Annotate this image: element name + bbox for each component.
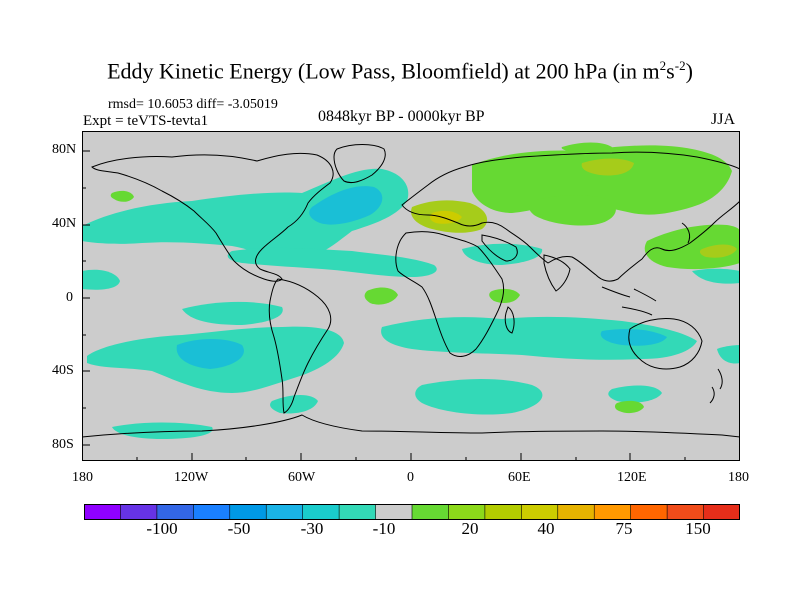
lat-label-40s: 40S (52, 363, 74, 378)
colorbar-cell (339, 504, 376, 520)
coast-india (543, 254, 571, 292)
neg-region-east-edge (717, 345, 740, 364)
pos-region-north-pacific-core (699, 244, 737, 258)
coast-new-zealand (709, 368, 723, 404)
colorbar-cell (484, 504, 522, 520)
lon-label-0: 0 (407, 470, 414, 485)
pos-region-africa (364, 287, 398, 305)
colorbar-label-minus100: -100 (146, 519, 178, 538)
coast-antarctica (82, 414, 740, 438)
colorbar-cell (703, 504, 740, 520)
lon-label-120e: 120E (617, 470, 647, 485)
colorbar-cell (594, 504, 631, 520)
coast-japan (681, 222, 691, 244)
pos-region-pacific-north-edge (110, 190, 134, 202)
colorbar-label-minus30: -30 (300, 519, 324, 538)
colorbar-cell (375, 504, 413, 520)
neg-region-arabia (462, 243, 543, 265)
experiment-label: Expt = teVTS-tevta1 (83, 113, 209, 129)
coast-se-asia (601, 286, 657, 316)
colorbar-cell (302, 504, 340, 520)
pos-region-greenland (561, 142, 612, 154)
colorbar-cell (193, 504, 231, 520)
neg-region-subtropical-west (82, 269, 120, 290)
lon-label-120w: 120W (174, 470, 209, 485)
neg-region-antarctic-edge (112, 422, 213, 439)
coast-north-america (91, 152, 334, 282)
period-label: 0848kyr BP - 0000kyr BP (318, 108, 485, 125)
colorbar-label-20: 20 (461, 519, 479, 538)
coast-australia (628, 318, 703, 370)
colorbar-cell (521, 504, 559, 520)
pos-region-eurasia-north (472, 145, 732, 215)
colorbar-cell (266, 504, 303, 520)
colorbar-cell (448, 504, 486, 520)
map-plot (82, 131, 740, 461)
coast-arabia (481, 234, 518, 262)
colorbar-cell (84, 504, 121, 520)
lat-label-40n: 40N (52, 216, 77, 231)
coast-africa (395, 231, 505, 357)
tick-marks (82, 150, 686, 461)
colorbar-cell (229, 504, 267, 520)
colorbar-label-75: 75 (615, 519, 633, 538)
neg-region-north-atlantic-core (309, 186, 383, 225)
neg-region-subtropical-mid (227, 247, 437, 277)
colorbar-label-150: 150 (685, 519, 711, 538)
colorbar-cell (412, 504, 449, 520)
positive-anomaly-regions (110, 142, 740, 414)
coast-madagascar (504, 306, 515, 334)
neg-region-south-indian (381, 316, 697, 360)
colorbar-cell (120, 504, 158, 520)
neg-region-north-atlantic (82, 168, 409, 260)
coast-south-america (268, 278, 332, 414)
lat-label-0: 0 (66, 290, 73, 305)
colorbar (84, 504, 740, 520)
pos-region-mediterranean-core (429, 210, 462, 224)
colorbar-cell (667, 504, 704, 520)
neg-region-tasman (608, 385, 662, 403)
colorbar-label-minus10: -10 (372, 519, 396, 538)
colorbar-label-40: 40 (537, 519, 555, 538)
pos-region-east-africa (489, 288, 520, 303)
coastlines (82, 144, 740, 438)
neg-region-southern-ocean (415, 379, 543, 415)
lat-label-80n: 80N (52, 142, 77, 157)
pos-region-central-asia (528, 195, 616, 226)
neg-region-south-pacific-south (182, 301, 283, 325)
season-label: JJA (711, 111, 736, 128)
neg-region-south-pacific-core (176, 339, 244, 369)
negative-anomaly-regions (82, 168, 740, 439)
pos-region-eurasia-core (581, 158, 634, 176)
colorbar-cell (630, 504, 668, 520)
coast-greenland (333, 144, 386, 184)
lon-label-60w: 60W (288, 470, 316, 485)
lon-label-180w: 180 (72, 470, 93, 485)
neg-region-pacific-east-edge (692, 268, 740, 284)
pos-region-south-ocean-patch (614, 400, 644, 414)
lat-label-80s: 80S (52, 437, 74, 452)
colorbar-label-minus50: -50 (227, 519, 251, 538)
colorbar-cell (156, 504, 194, 520)
coast-eurasia (401, 151, 740, 282)
lon-label-180e: 180 (728, 470, 749, 485)
colorbar-cell (557, 504, 595, 520)
colorbar-border (84, 504, 740, 520)
neg-region-south-indian-core (600, 329, 667, 346)
pos-region-north-pacific (644, 224, 740, 270)
rmsd-stats: rmsd= 10.6053 diff= -3.05019 (108, 97, 278, 112)
neg-region-southern-south-america (270, 395, 318, 414)
chart-title: Eddy Kinetic Energy (Low Pass, Bloomfiel… (107, 58, 693, 84)
lon-label-60e: 60E (508, 470, 531, 485)
